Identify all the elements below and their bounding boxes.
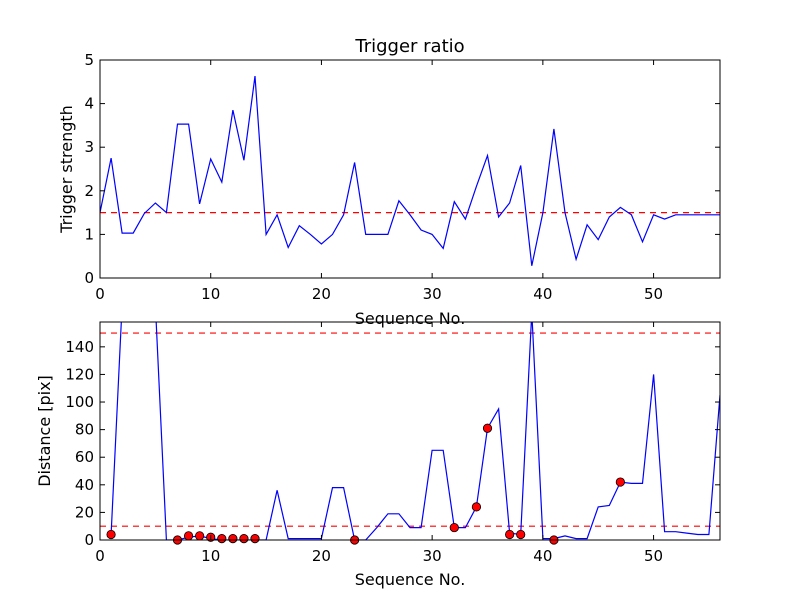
distance-chart: 0 10 20 30 40 50 0 20 40 60 80 100 120 140 Sequence N… (35, 321, 721, 589)
y-tick-label: 40 (75, 476, 94, 494)
data-point-marker (250, 534, 260, 544)
series-line (100, 76, 720, 266)
axis-ticks: 0 10 20 30 40 50 0 20 40 60 80 100 120 140 (65, 322, 720, 565)
x-tick-label: 20 (312, 547, 331, 565)
y-tick-label: 120 (65, 365, 94, 383)
data-point-marker (195, 531, 205, 541)
y-tick-label: 2 (84, 182, 94, 200)
y-tick-label: 140 (65, 338, 94, 356)
x-axis-label: Sequence No. (355, 570, 466, 589)
markers (106, 423, 625, 545)
chart-title: Trigger ratio (354, 36, 464, 57)
data-point-marker (516, 529, 526, 540)
threshold-lines (100, 332, 720, 527)
x-tick-label: 40 (533, 547, 552, 565)
y-tick-label: 0 (84, 531, 94, 549)
x-tick-label: 30 (423, 547, 442, 565)
data-point-marker (183, 531, 194, 541)
axes-frame (99, 321, 721, 541)
series-lines (100, 76, 720, 266)
y-tick-label: 5 (84, 51, 94, 69)
x-tick-label: 10 (201, 285, 220, 303)
x-tick-label: 20 (312, 285, 331, 303)
y-tick-label: 60 (75, 448, 94, 466)
data-point-marker (471, 502, 482, 512)
y-tick-label: 20 (75, 503, 94, 521)
axes-frame (99, 59, 721, 279)
data-point-marker (615, 477, 625, 487)
data-point-marker (505, 529, 515, 540)
y-tick-label: 100 (65, 393, 94, 411)
y-tick-label: 80 (75, 421, 94, 439)
x-tick-label: 50 (644, 285, 663, 303)
y-axis-label: Distance [pix] (35, 375, 54, 487)
y-tick-label: 0 (84, 269, 94, 287)
x-tick-label: 10 (201, 547, 220, 565)
data-point-marker (217, 534, 227, 544)
data-point-marker (239, 534, 249, 544)
axis-ticks: 0 10 20 30 40 50 0 1 2 3 4 5 (84, 51, 720, 303)
y-tick-label: 1 (84, 225, 94, 243)
trigger-ratio-chart: Trigger ratio 0 10 20 30 40 50 0 1 2 3 4 5 Sequence… (57, 36, 721, 328)
x-tick-label: 40 (533, 285, 552, 303)
x-tick-label: 30 (423, 285, 442, 303)
data-point-marker (106, 529, 116, 540)
x-tick-label: 0 (95, 547, 105, 565)
y-tick-label: 4 (84, 95, 94, 113)
y-tick-label: 3 (84, 138, 94, 156)
data-point-marker (449, 522, 459, 533)
data-point-marker (482, 423, 493, 433)
x-tick-label: 0 (95, 285, 105, 303)
x-tick-label: 50 (644, 547, 663, 565)
y-axis-label: Trigger strength (57, 105, 76, 234)
data-point-marker (228, 534, 238, 544)
x-axis-label: Sequence No. (355, 309, 466, 328)
